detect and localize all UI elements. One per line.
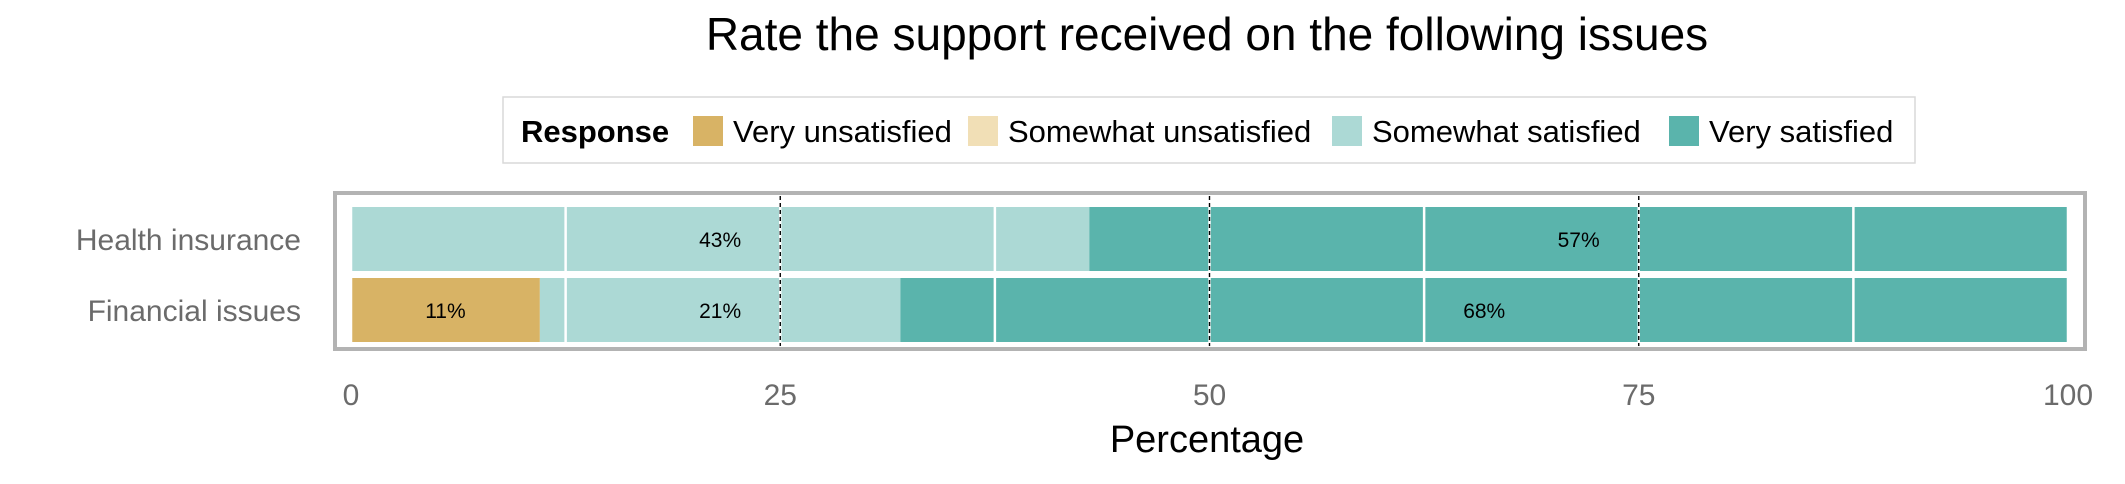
gridlines — [349, 196, 2070, 346]
x-axis-title: Percentage — [1110, 419, 1304, 461]
bar-financial-issues-very-satisfied — [900, 278, 2069, 342]
legend-label-somewhat-unsatisfied: Somewhat unsatisfied — [1008, 114, 1311, 149]
bar-health-insurance-somewhat-satisfied — [351, 207, 1090, 271]
reference-lines — [779, 196, 1640, 346]
data-label-health-insurance-somewhat-satisfied: 43% — [699, 229, 741, 252]
chart-title: Rate the support received on the followi… — [706, 8, 1708, 60]
data-label-financial-issues-very-unsatisfied: 11% — [425, 300, 465, 323]
legend-key-very-satisfied — [1669, 116, 1699, 146]
bars — [351, 207, 2069, 342]
legend-label-very-satisfied: Very satisfied — [1709, 114, 1893, 149]
data-label-financial-issues-somewhat-satisfied: 21% — [699, 300, 741, 323]
x-tick-label: 0 — [343, 379, 360, 412]
x-tick-label: 75 — [1622, 379, 1655, 412]
y-category-label: Financial issues — [88, 295, 301, 328]
legend-key-very-unsatisfied — [693, 116, 723, 146]
x-tick-label: 50 — [1193, 379, 1226, 412]
bar-health-insurance-very-satisfied — [1089, 207, 2068, 271]
legend-key-somewhat-unsatisfied — [968, 116, 998, 146]
bar-financial-issues-very-unsatisfied — [351, 278, 540, 342]
legend-title: Response — [521, 114, 669, 149]
legend-label-very-unsatisfied: Very unsatisfied — [733, 114, 952, 149]
legend: Response Very unsatisfied Somewhat unsati… — [502, 96, 1916, 164]
segment-labels: 43% 57% 11% 21% 68% — [425, 229, 1599, 323]
data-label-financial-issues-very-satisfied: 68% — [1463, 300, 1505, 323]
legend-label-somewhat-satisfied: Somewhat satisfied — [1372, 114, 1641, 149]
y-category-label: Health insurance — [76, 224, 301, 257]
plot-panel: 43% 57% 11% 21% 68% — [333, 191, 2087, 351]
x-tick-label: 25 — [764, 379, 797, 412]
data-label-health-insurance-very-satisfied: 57% — [1558, 229, 1600, 252]
x-tick-label: 100 — [2043, 379, 2093, 412]
legend-key-somewhat-satisfied — [1332, 116, 1362, 146]
bar-financial-issues-somewhat-satisfied — [539, 278, 901, 342]
x-axis: 0 25 50 75 100 — [343, 379, 2093, 412]
y-axis: Health insurance Financial issues — [76, 224, 301, 328]
